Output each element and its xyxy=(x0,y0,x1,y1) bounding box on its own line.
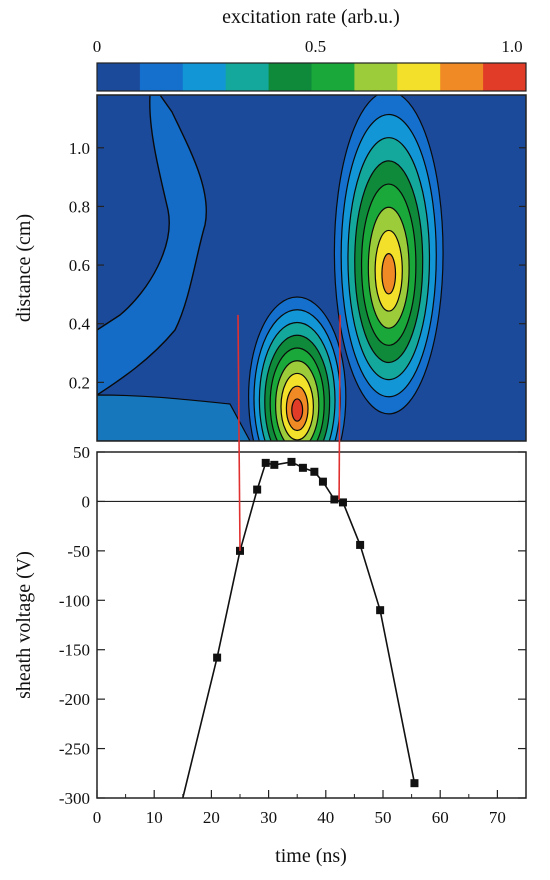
colorbar-tick-label: 1.0 xyxy=(501,37,522,56)
colorbar xyxy=(96,62,527,92)
heatmap-contours xyxy=(97,95,444,441)
data-point xyxy=(287,457,296,466)
y-tick-label: -100 xyxy=(59,591,90,610)
heatmap-y-axis: 0.2 0.4 0.6 0.8 1.0 xyxy=(69,139,526,392)
data-point xyxy=(261,458,270,467)
x-tick-label: 0 xyxy=(93,808,102,827)
data-point xyxy=(253,485,262,494)
data-point xyxy=(318,477,327,486)
y-tick-label: -50 xyxy=(67,542,90,561)
colorbar-swatch xyxy=(397,63,441,91)
data-point xyxy=(338,498,347,507)
line-x-axis-title: time (ns) xyxy=(275,845,347,867)
data-point xyxy=(376,606,385,615)
colorbar-tick-label: 0 xyxy=(93,37,102,56)
y-tick-label: -250 xyxy=(59,740,90,759)
line-y-axis-title: sheath voltage (V) xyxy=(13,551,35,699)
colorbar-swatch xyxy=(483,63,527,91)
time-marker-lines xyxy=(237,314,341,551)
heatmap-y-tick-label: 0.2 xyxy=(69,373,90,392)
x-tick-label: 10 xyxy=(146,808,163,827)
y-tick-label: -300 xyxy=(59,789,90,808)
series-points xyxy=(213,457,419,788)
y-tick-label: -200 xyxy=(59,690,90,709)
data-point xyxy=(310,467,319,476)
x-tick-label: 20 xyxy=(203,808,220,827)
colorbar-frame xyxy=(96,62,527,92)
line-x-axis: 0 10 20 30 40 50 60 70 xyxy=(93,790,506,827)
heatmap-y-tick-label: 0.4 xyxy=(69,315,91,334)
data-point xyxy=(356,540,365,549)
colorbar-swatch xyxy=(440,63,484,91)
marker-line-right xyxy=(338,314,341,500)
x-tick-label: 60 xyxy=(432,808,449,827)
heatmap-contour-level xyxy=(97,394,251,441)
data-point xyxy=(330,495,339,504)
heatmap-y-tick-label: 0.8 xyxy=(69,197,90,216)
heatmap-contour-level xyxy=(291,398,304,422)
data-point xyxy=(410,779,419,788)
y-tick-label: 50 xyxy=(73,443,90,462)
x-tick-label: 30 xyxy=(260,808,277,827)
colorbar-swatch xyxy=(97,63,141,91)
x-tick-label: 40 xyxy=(317,808,334,827)
y-tick-label: 0 xyxy=(82,492,91,511)
heatmap-y-axis-title: distance (cm) xyxy=(13,214,35,322)
colorbar-title: excitation rate (arb.u.) xyxy=(222,6,400,28)
colorbar-swatch xyxy=(268,63,312,91)
y-tick-label: -150 xyxy=(59,641,90,660)
heatmap-contour-level xyxy=(381,253,397,295)
heatmap-y-tick-label: 1.0 xyxy=(69,139,90,158)
colorbar-swatch xyxy=(225,63,270,91)
heatmap-contour-level xyxy=(97,95,207,441)
colorbar-swatch xyxy=(311,63,355,91)
data-point xyxy=(298,463,307,472)
heatmap-y-tick-label: 0.6 xyxy=(69,256,90,275)
line-y-axis: 50 0 -50 -100 -150 -200 -250 -300 xyxy=(59,443,526,808)
voltage-line-plot xyxy=(96,451,527,799)
data-point xyxy=(213,653,222,662)
marker-line-left xyxy=(237,314,241,551)
heatmap-plot xyxy=(96,94,527,442)
x-tick-label: 70 xyxy=(489,808,506,827)
heatmap-frame xyxy=(96,94,527,442)
x-tick-label: 50 xyxy=(375,808,392,827)
colorbar-swatch xyxy=(182,63,227,91)
colorbar-swatch xyxy=(139,63,184,91)
colorbar-tick-labels: 0 0.5 1.0 xyxy=(93,37,523,56)
data-point xyxy=(270,460,279,469)
colorbar-tick-label: 0.5 xyxy=(305,37,326,56)
line-plot-frame xyxy=(96,451,527,799)
colorbar-swatch xyxy=(354,63,398,91)
